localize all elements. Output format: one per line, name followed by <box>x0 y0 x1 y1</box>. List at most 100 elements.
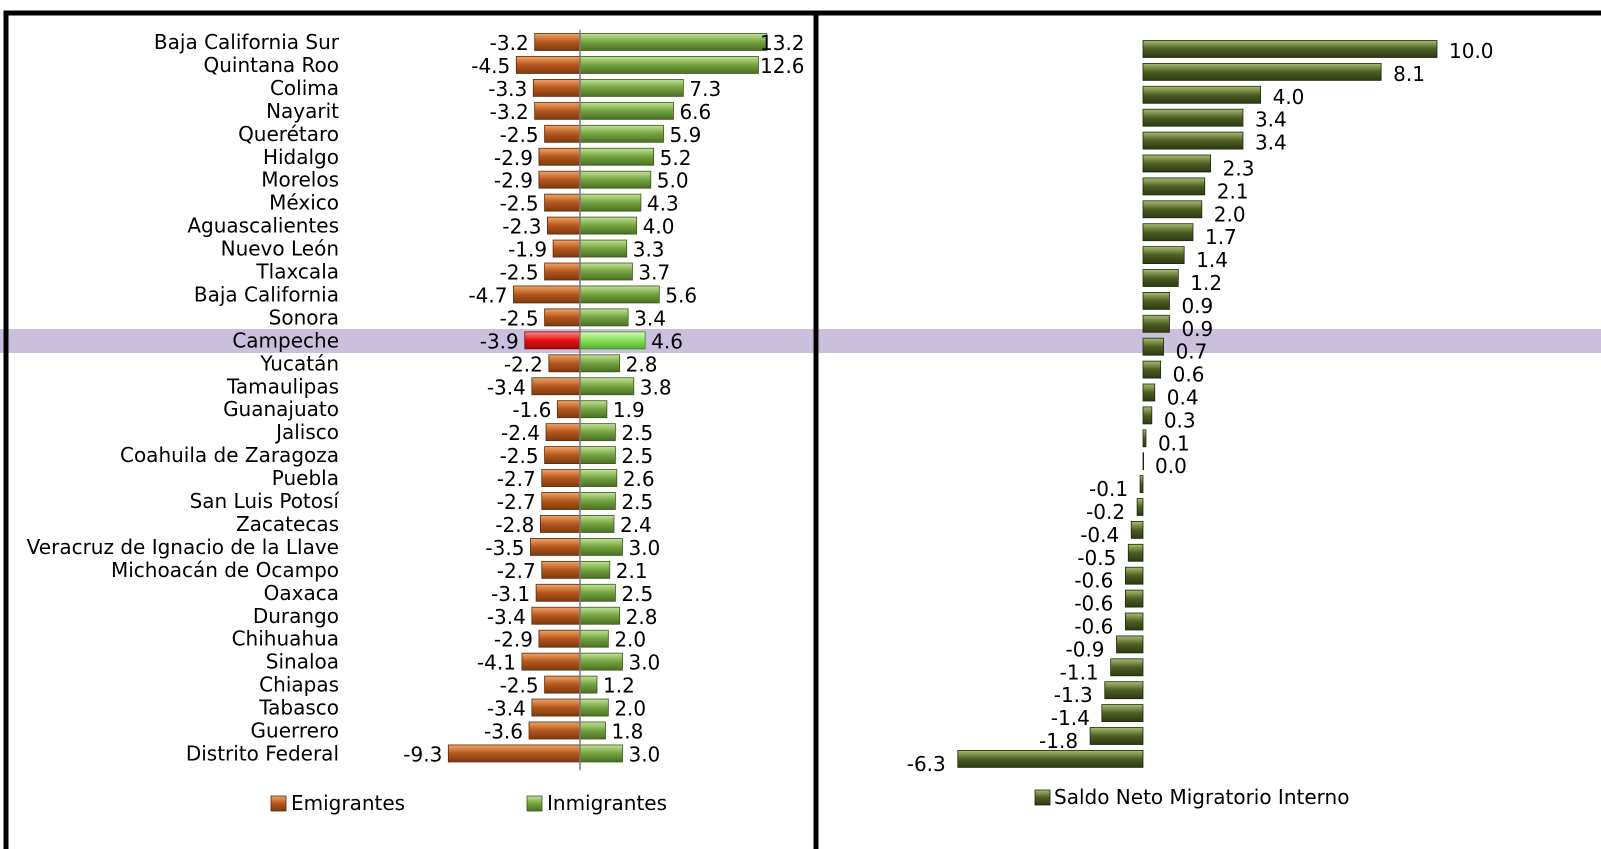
inmigrantes-bar <box>579 515 615 533</box>
inmigrantes-value-label: 3.7 <box>638 261 670 285</box>
inmigrantes-value-label: 6.6 <box>679 100 711 124</box>
saldo-neto-bar <box>1101 704 1144 722</box>
inmigrantes-value-label: 3.0 <box>628 742 660 766</box>
saldo-neto-bar <box>1124 589 1144 608</box>
category-label: Colima <box>270 76 339 100</box>
inmigrantes-bar <box>579 101 674 120</box>
emigrantes-bar <box>544 675 581 694</box>
inmigrantes-bar <box>579 193 642 212</box>
saldo-neto-value-label: 0.6 <box>1173 363 1205 387</box>
category-label: Tlaxcala <box>255 260 339 284</box>
saldo-neto-value-label: 2.1 <box>1217 179 1249 203</box>
saldo-neto-bar <box>1142 108 1244 127</box>
saldo-neto-bar <box>1124 612 1144 631</box>
saldo-neto-value-label: 0.3 <box>1164 408 1196 432</box>
saldo-neto-value-label: 0.1 <box>1158 431 1190 455</box>
inmigrantes-value-label: 2.4 <box>620 513 652 537</box>
category-label: Coahuila de Zaragoza <box>120 443 339 467</box>
saldo-neto-bar <box>1142 200 1203 219</box>
category-label: Nayarit <box>266 99 339 123</box>
emigrantes-bar <box>534 101 581 120</box>
inmigrantes-bar <box>579 354 621 373</box>
inmigrantes-value-label: 2.0 <box>614 697 646 721</box>
net-migration-chart: 10.08.14.03.43.42.32.12.01.71.41.20.90.9… <box>907 39 1494 776</box>
emigrantes-bar <box>556 400 581 419</box>
category-label: Puebla <box>272 466 339 490</box>
emigrantes-bar <box>547 216 581 235</box>
saldo-neto-value-label: -6.3 <box>907 752 946 776</box>
saldo-neto-value-label: 1.4 <box>1196 248 1228 272</box>
emigrantes-bar <box>539 515 581 533</box>
inmigrantes-bar <box>579 377 635 396</box>
inmigrantes-value-label: 2.1 <box>616 559 648 583</box>
saldo-neto-value-label: -0.2 <box>1086 500 1125 524</box>
inmigrantes-bar <box>579 583 616 602</box>
category-label: Chiapas <box>259 673 339 697</box>
inmigrantes-value-label: 5.0 <box>657 169 689 193</box>
saldo-neto-value-label: 3.4 <box>1255 131 1287 155</box>
saldo-neto-value-label: 2.0 <box>1214 202 1246 226</box>
category-label: San Luis Potosí <box>190 489 341 513</box>
legend-label-saldo: Saldo Neto Migratorio Interno <box>1054 785 1349 809</box>
inmigrantes-value-label: 1.2 <box>603 674 635 698</box>
saldo-neto-bar <box>1136 498 1144 516</box>
emigrantes-bar <box>528 721 581 740</box>
emigrantes-value-label: -2.5 <box>500 261 539 285</box>
emigrantes-bar <box>548 354 581 373</box>
emigrantes-value-label: -1.9 <box>508 238 547 262</box>
inmigrantes-value-label: 4.3 <box>647 192 679 216</box>
saldo-neto-bar <box>1127 543 1144 562</box>
inmigrantes-bar <box>579 698 609 717</box>
emigrantes-bar <box>552 239 581 258</box>
inmigrantes-bar <box>579 147 655 166</box>
inmigrantes-bar <box>579 331 646 350</box>
category-label: Morelos <box>261 168 339 192</box>
category-label: Guanajuato <box>223 397 339 421</box>
inmigrantes-bar <box>579 606 621 625</box>
emigrantes-bar <box>535 583 581 602</box>
inmigrantes-value-label: 5.6 <box>665 283 697 307</box>
inmigrantes-value-label: 1.9 <box>613 398 645 422</box>
saldo-neto-bar <box>1142 383 1156 402</box>
inmigrantes-value-label: 2.5 <box>621 444 653 468</box>
inmigrantes-bar <box>579 170 652 189</box>
inmigrantes-bar <box>579 721 606 740</box>
emigrantes-bar <box>531 698 581 717</box>
inmigrantes-bar <box>579 262 633 281</box>
emigrantes-value-label: -2.9 <box>494 628 533 652</box>
category-label: Quintana Roo <box>203 53 339 77</box>
saldo-neto-bar <box>1089 727 1144 745</box>
emigrantes-bar <box>531 377 581 396</box>
category-label: Veracruz de Ignacio de la Llave <box>27 535 339 559</box>
inmigrantes-bar <box>579 744 623 763</box>
category-label: Querétaro <box>238 122 339 146</box>
emigrantes-value-label: -3.4 <box>487 697 526 721</box>
category-label: Nuevo León <box>221 237 339 261</box>
emigrantes-value-label: -2.4 <box>501 421 540 445</box>
saldo-neto-value-label: 0.9 <box>1181 317 1213 341</box>
saldo-neto-value-label: 8.1 <box>1393 62 1425 86</box>
inmigrantes-value-label: 2.5 <box>621 490 653 514</box>
inmigrantes-bar <box>579 560 611 579</box>
saldo-neto-bar <box>1104 681 1144 700</box>
emigrantes-value-label: -4.5 <box>471 54 510 78</box>
saldo-neto-bar <box>1142 131 1244 150</box>
legend-swatch-emigrantes <box>270 795 287 812</box>
inmigrantes-value-label: 13.2 <box>760 31 805 55</box>
emigrantes-value-label: -2.2 <box>504 352 543 376</box>
inmigrantes-bar <box>579 308 629 327</box>
saldo-neto-value-label: -0.4 <box>1080 523 1119 547</box>
category-label: Tabasco <box>258 696 339 720</box>
emigrantes-value-label: -3.2 <box>490 100 529 124</box>
category-label: Yucatán <box>259 351 339 375</box>
saldo-neto-bar <box>1142 154 1212 173</box>
emigrantes-value-label: -2.5 <box>500 306 539 330</box>
inmigrantes-value-label: 5.2 <box>660 146 692 170</box>
inmigrantes-value-label: 3.3 <box>633 238 665 262</box>
legend-swatch-inmigrantes <box>526 795 543 812</box>
saldo-neto-bar <box>1142 223 1194 242</box>
saldo-neto-value-label: -0.6 <box>1074 592 1113 616</box>
legend-label-emigrantes: Emigrantes <box>291 791 405 815</box>
saldo-neto-bar <box>1124 566 1144 585</box>
